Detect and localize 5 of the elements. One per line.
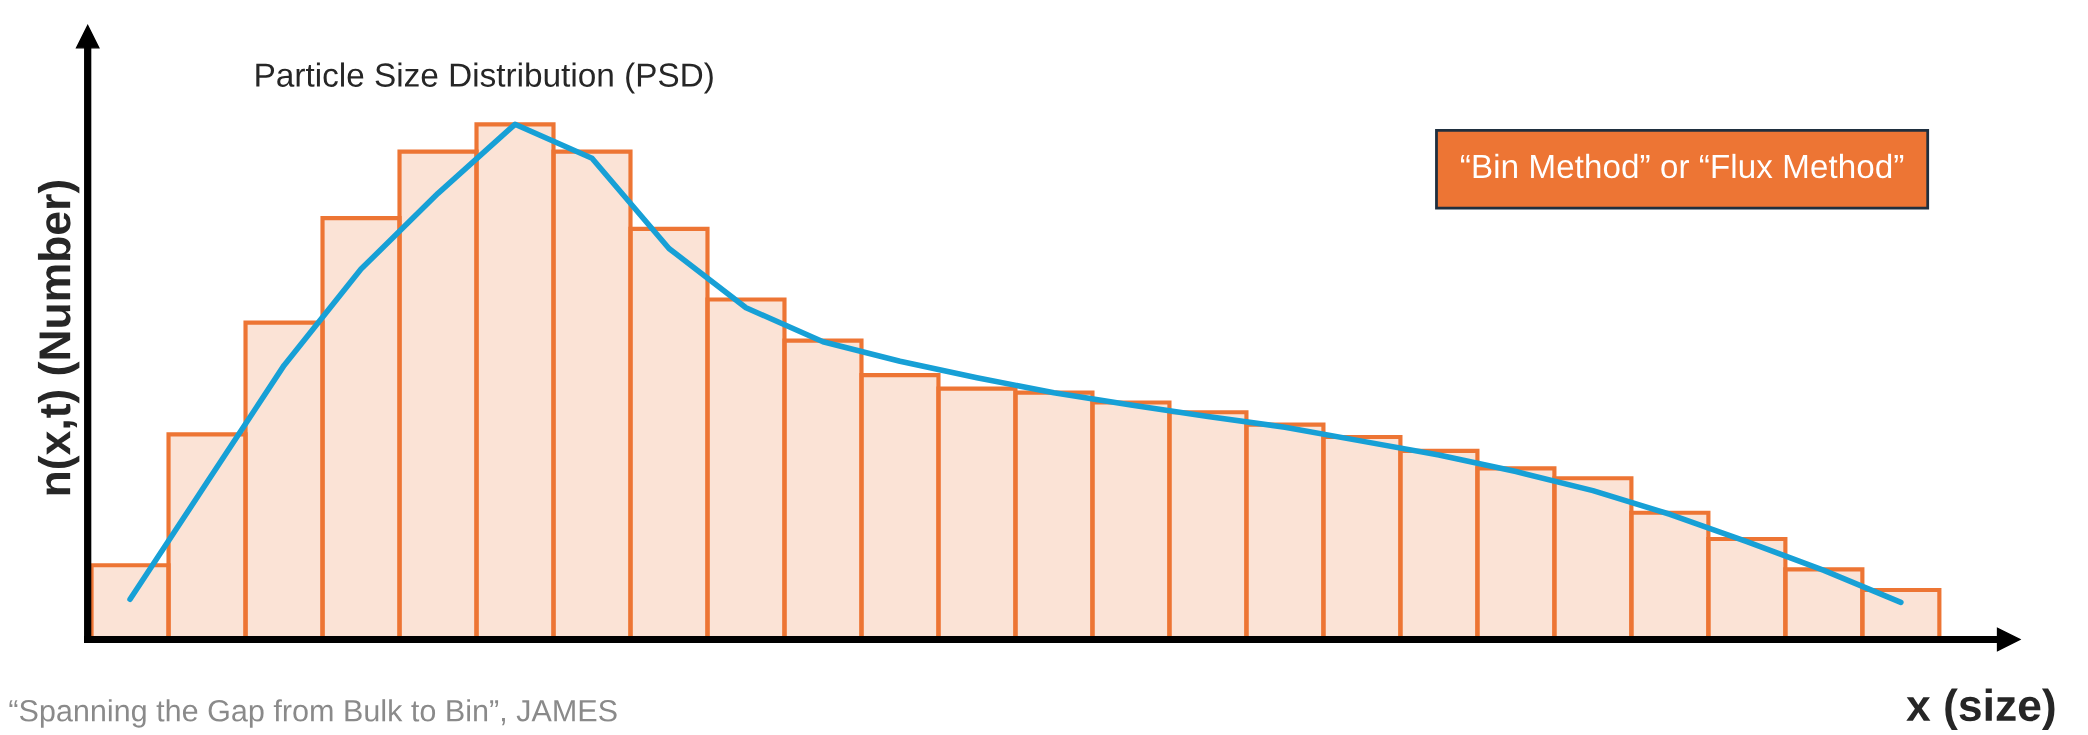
chart-title: Particle Size Distribution (PSD) xyxy=(256,62,713,94)
y-axis-title: n(x,t) (Number) xyxy=(37,181,80,495)
text: “Spanning the Gap from Bulk to Bin”, JAMES xyxy=(9,699,617,728)
annotation: “Bin Method” or “Flux Method” xyxy=(1461,153,1904,179)
x-axis-title: x (size) xyxy=(1906,688,2055,730)
